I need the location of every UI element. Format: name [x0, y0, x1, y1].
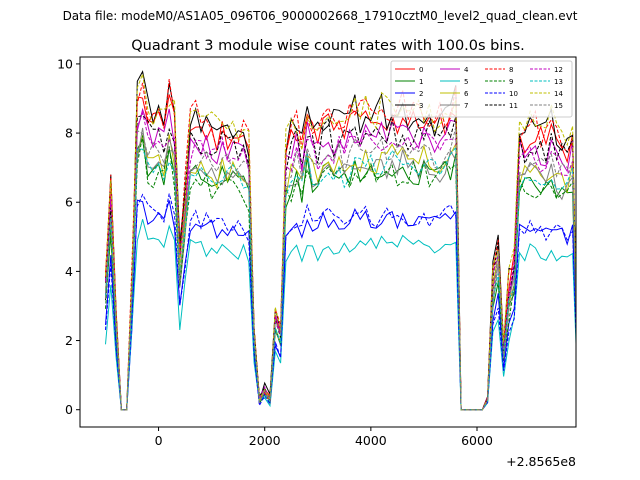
legend-label-7: 7 — [464, 102, 468, 110]
y-tick-label: 4 — [65, 264, 73, 279]
legend-label-9: 9 — [509, 78, 513, 86]
legend-label-2: 2 — [419, 90, 423, 98]
x-tick-label: 6000 — [461, 433, 493, 448]
legend-label-15: 15 — [554, 102, 563, 110]
series-line-15 — [105, 126, 576, 411]
x-tick-label: 0 — [155, 433, 163, 448]
legend-label-12: 12 — [554, 66, 563, 74]
legend-label-3: 3 — [419, 102, 423, 110]
y-tick-label: 2 — [65, 333, 73, 348]
legend-label-6: 6 — [464, 90, 469, 98]
legend-label-13: 13 — [554, 78, 563, 86]
series-line-2 — [105, 199, 576, 411]
legend-label-4: 4 — [464, 66, 469, 74]
y-tick-label: 6 — [65, 195, 73, 210]
x-tick-label: 4000 — [355, 433, 387, 448]
series-line-10 — [105, 193, 576, 411]
series-line-5 — [105, 219, 576, 411]
chart-suptitle: Data file: modeM0/AS1A05_096T06_90000026… — [63, 9, 578, 23]
legend-label-14: 14 — [554, 90, 563, 98]
series-line-11 — [105, 114, 576, 411]
legend-label-1: 1 — [419, 78, 423, 86]
chart-title: Quadrant 3 module wise count rates with … — [131, 38, 525, 54]
y-tick-label: 10 — [57, 56, 73, 71]
y-tick-label: 8 — [65, 126, 73, 141]
legend-label-5: 5 — [464, 78, 468, 86]
series-line-13 — [105, 145, 576, 411]
legend-label-11: 11 — [509, 102, 518, 110]
y-tick-label: 0 — [65, 402, 73, 417]
legend-label-8: 8 — [509, 66, 513, 74]
x-tick-label: 2000 — [249, 433, 281, 448]
legend-box — [390, 60, 573, 118]
legend-label-0: 0 — [419, 66, 423, 74]
legend-label-10: 10 — [509, 90, 518, 98]
series-layer — [105, 70, 576, 411]
plot-frame — [79, 56, 577, 428]
series-line-14 — [105, 72, 576, 411]
x-offset-text: +2.8565e8 — [506, 454, 576, 469]
